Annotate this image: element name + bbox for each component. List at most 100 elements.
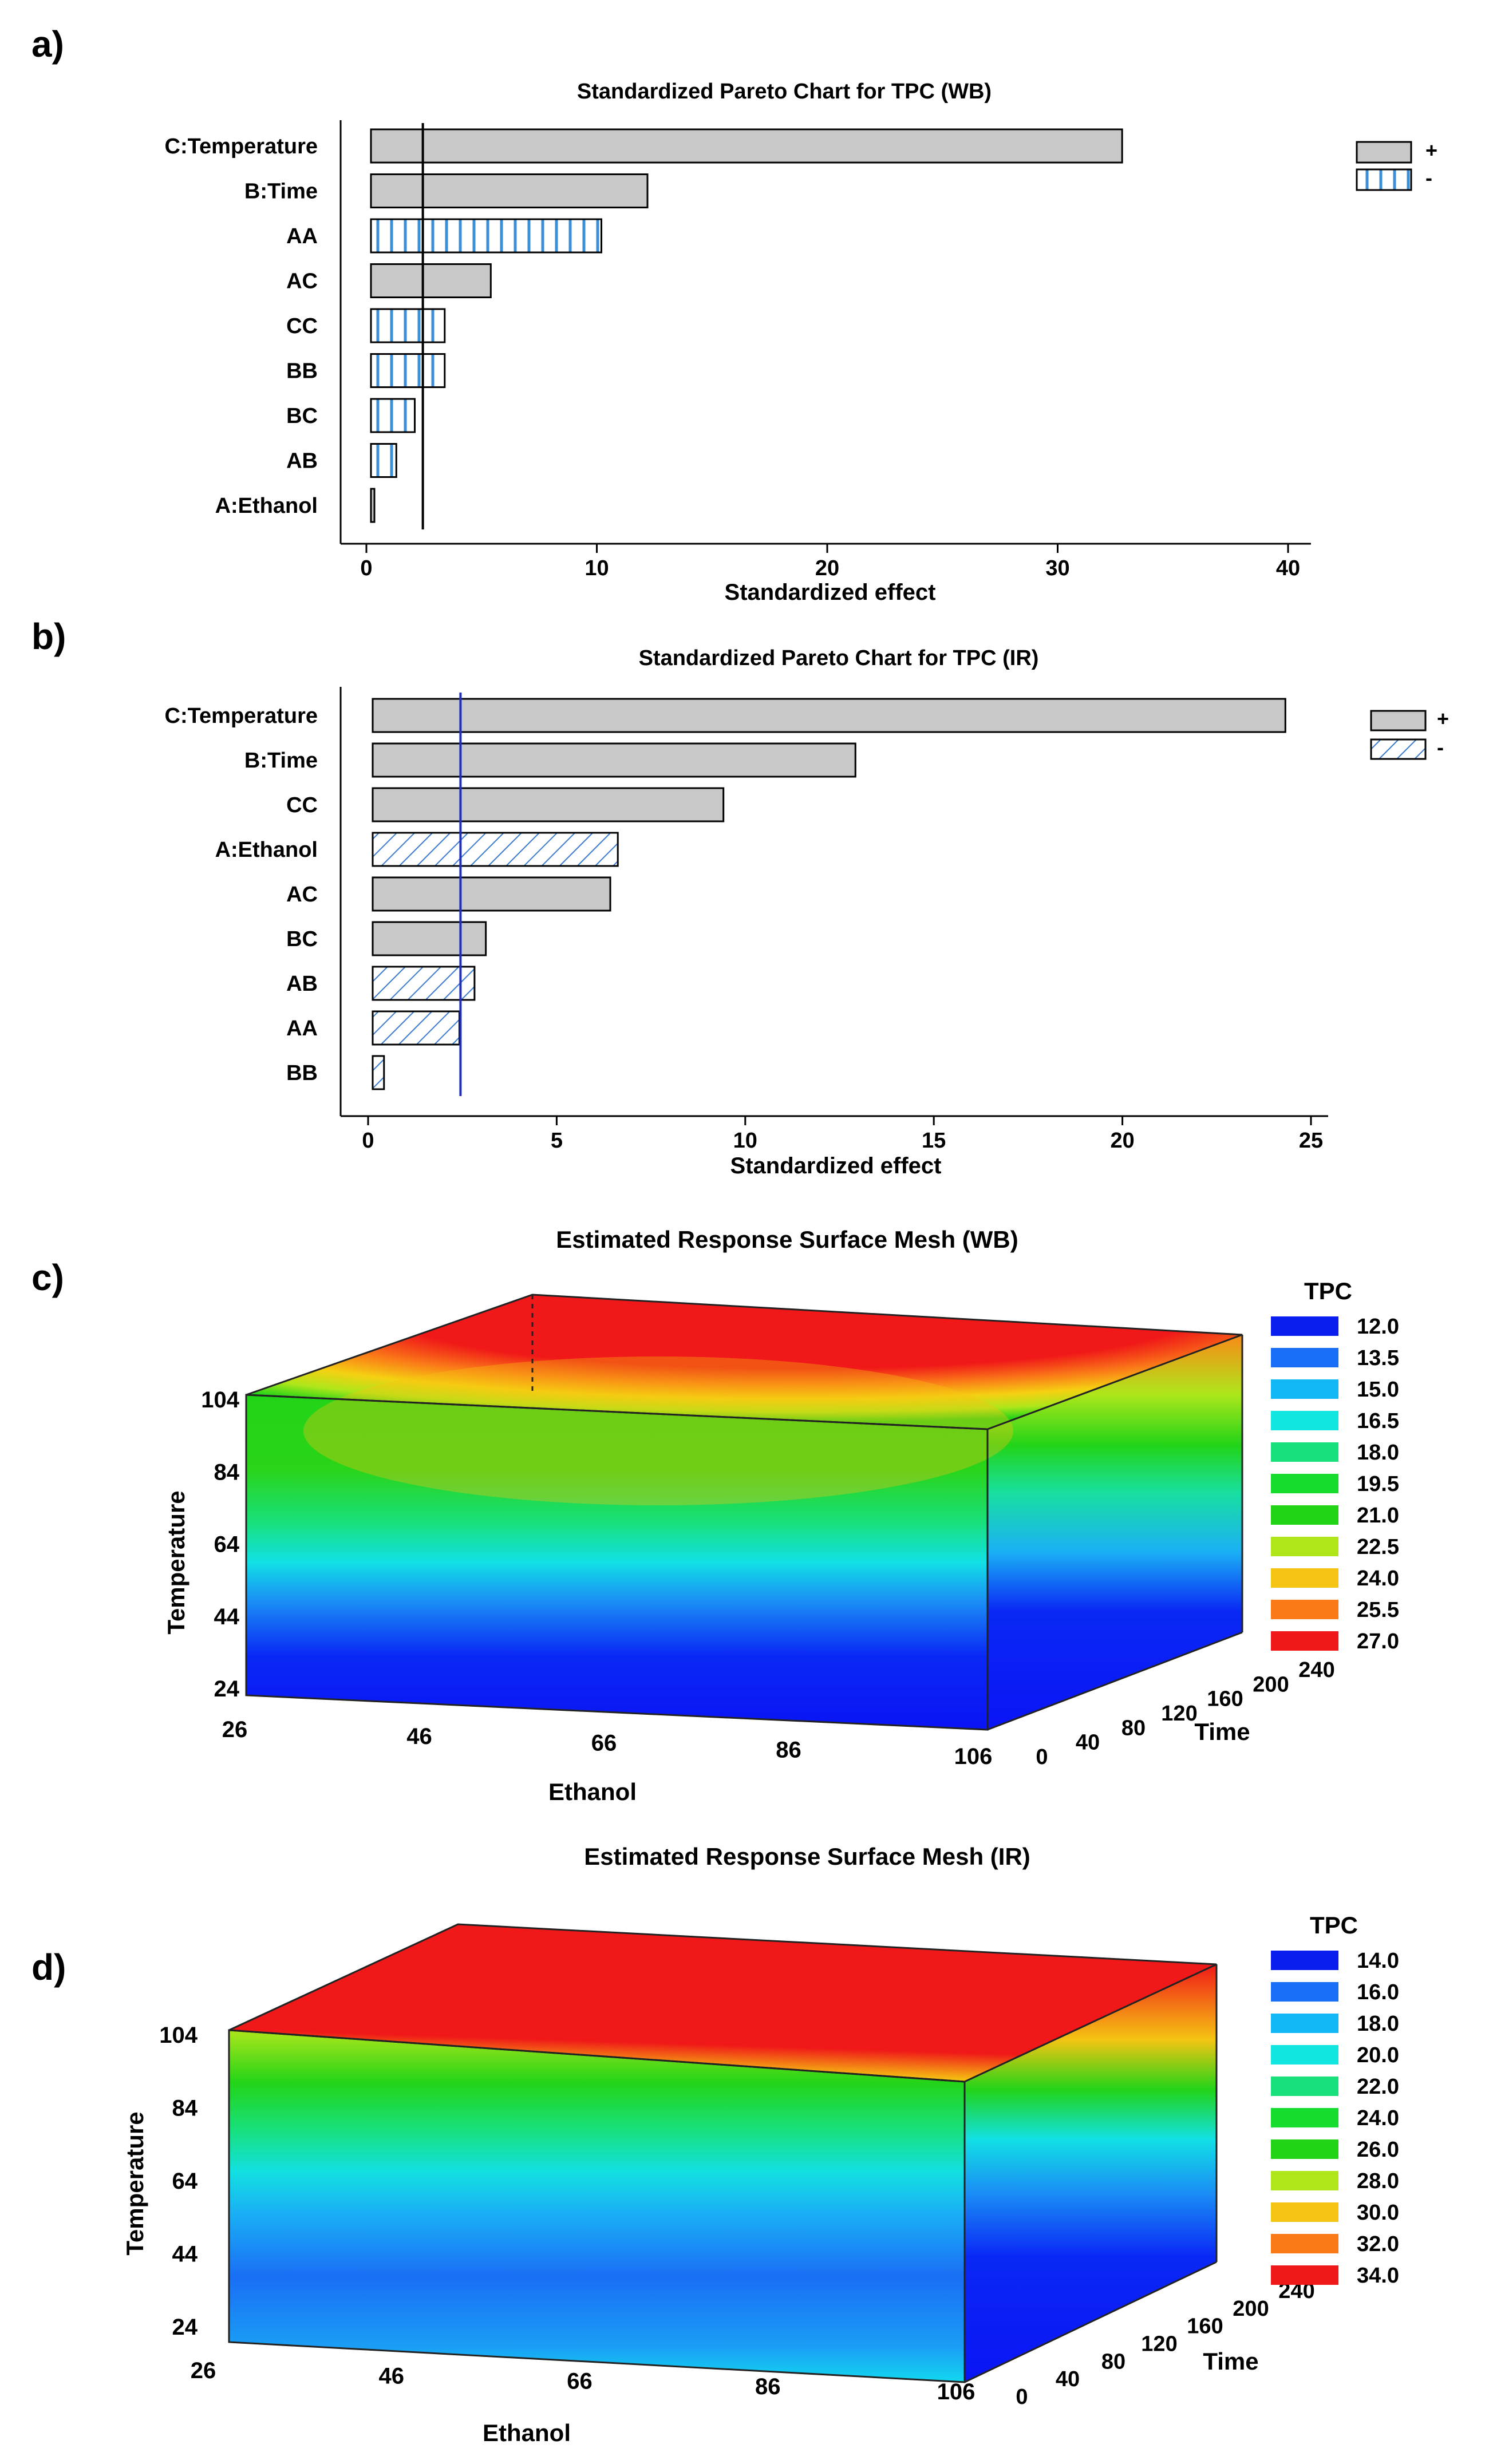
z-tick-label: 44 <box>214 1604 240 1630</box>
y-axis-label: Time <box>1203 2348 1258 2375</box>
x-tick-label: 30 <box>1045 556 1069 580</box>
panel-label-b: b) <box>31 616 66 657</box>
legend-swatch <box>1271 2045 1338 2064</box>
legend-swatch <box>1271 2234 1338 2253</box>
z-tick-label: 24 <box>172 2315 198 2340</box>
x-tick-label: 0 <box>362 1129 374 1153</box>
x-axis-ticks: 0 5 10 15 20 25 <box>362 1116 1323 1153</box>
category-label: AC <box>286 270 318 294</box>
legend-swatch <box>1271 1379 1338 1399</box>
legend: + - <box>1356 139 1437 191</box>
bars-group <box>372 698 1286 1090</box>
legend-swatch-minus <box>1370 738 1427 760</box>
color-legend: 12.0 13.5 15.0 16.5 18.0 19.5 21.0 22.5 24.0 25.5… <box>1271 1315 1399 1654</box>
z-axis-label: Temperature <box>163 1490 189 1634</box>
x-tick-label: 15 <box>922 1129 946 1153</box>
legend-swatch <box>1271 1442 1338 1462</box>
category-label: C:Temperature <box>165 704 318 728</box>
category-label: AC <box>286 883 318 907</box>
y-tick-label: 200 <box>1253 1672 1289 1696</box>
z-tick-label: 44 <box>172 2242 198 2267</box>
legend-label-plus: + <box>1425 139 1437 162</box>
legend-label: 28.0 <box>1357 2169 1399 2193</box>
y-axis-ticks: 0 40 80 120 160 200 240 <box>1036 1658 1334 1769</box>
bar-b-time <box>370 173 649 208</box>
y-tick-label: 160 <box>1187 2315 1223 2339</box>
x-tick-label: 10 <box>733 1129 757 1153</box>
legend-swatch <box>1271 1316 1338 1336</box>
bar-c-temperature <box>370 128 1123 164</box>
legend-label: 18.0 <box>1357 2012 1399 2036</box>
z-axis-ticks: 24 44 64 84 104 <box>201 1387 239 1702</box>
category-label: AB <box>286 449 318 473</box>
legend-label: 13.5 <box>1357 1346 1399 1370</box>
legend-swatch-plus <box>1356 141 1412 164</box>
surface-front-face <box>229 2030 965 2382</box>
legend-label: 16.5 <box>1357 1409 1399 1433</box>
x-tick-label: 66 <box>591 1731 617 1756</box>
x-axis-ticks: 26 46 66 86 106 <box>191 2358 975 2404</box>
legend-label: 27.0 <box>1357 1630 1399 1654</box>
z-tick-label: 104 <box>159 2023 198 2048</box>
x-axis-label: Ethanol <box>483 2419 571 2446</box>
legend-swatch <box>1271 2077 1338 2096</box>
legend-swatch <box>1271 1474 1338 1493</box>
legend-swatch <box>1271 1951 1338 1970</box>
panel-label-d: d) <box>31 1947 66 1988</box>
panel-label-c: c) <box>31 1257 64 1298</box>
legend-label: 32.0 <box>1357 2232 1399 2256</box>
y-tick-label: 200 <box>1233 2297 1269 2321</box>
legend-swatch-minus <box>1356 168 1412 191</box>
bars-group <box>370 128 1123 523</box>
bar-ab <box>372 966 476 1001</box>
legend-swatch <box>1271 2014 1338 2033</box>
bar-bc <box>370 398 416 433</box>
x-tick-label: 10 <box>584 556 609 580</box>
z-axis-ticks: 24 44 64 84 104 <box>159 2023 198 2340</box>
bar-bb <box>372 1055 385 1090</box>
y-tick-label: 40 <box>1056 2367 1080 2391</box>
category-label: AA <box>286 1017 318 1041</box>
surface-chart-wb: Estimated Response Surface Mesh (WB) 24 4… <box>163 1226 1399 1805</box>
bar-a-ethanol <box>370 488 376 523</box>
legend-swatch <box>1271 2171 1338 2190</box>
surface-right-face <box>988 1335 1242 1730</box>
legend-label: 22.0 <box>1357 2075 1399 2099</box>
y-tick-label: 0 <box>1016 2385 1028 2409</box>
y-tick-label: 120 <box>1161 1702 1197 1726</box>
category-labels: C:Temperature B:Time CC A:Ethanol AC BC AB AA BB <box>165 704 318 1085</box>
y-tick-label: 160 <box>1207 1687 1243 1711</box>
legend-swatch <box>1271 2202 1338 2222</box>
legend-label: 15.0 <box>1357 1378 1399 1402</box>
x-tick-label: 20 <box>815 556 839 580</box>
chart-title: Standardized Pareto Chart for TPC (WB) <box>577 80 992 104</box>
legend-label: 34.0 <box>1357 2264 1399 2288</box>
x-tick-label: 25 <box>1299 1129 1323 1153</box>
color-legend: 14.0 16.0 18.0 20.0 22.0 24.0 26.0 28.0 30.0 32.0… <box>1271 1949 1399 2288</box>
legend-swatch-plus <box>1370 710 1427 731</box>
legend-label: 20.0 <box>1357 2043 1399 2067</box>
bar-aa <box>372 1010 461 1046</box>
z-tick-label: 64 <box>172 2169 198 2194</box>
x-tick-label: 40 <box>1276 556 1300 580</box>
category-label: BB <box>286 1061 318 1085</box>
category-label: CC <box>286 793 318 817</box>
bar-cc <box>372 787 725 822</box>
x-tick-label: 106 <box>954 1744 993 1769</box>
y-tick-label: 40 <box>1076 1731 1100 1755</box>
legend-label: 24.0 <box>1357 1567 1399 1591</box>
legend-label: 16.0 <box>1357 1980 1399 2004</box>
legend-swatch <box>1271 1600 1338 1619</box>
category-labels: C:Temperature B:Time AA AC CC BB BC AB A:Ethanol <box>165 135 318 518</box>
x-axis-label: Standardized effect <box>730 1153 942 1178</box>
y-tick-label: 240 <box>1298 1658 1334 1682</box>
category-label: BB <box>286 359 318 383</box>
x-tick-label: 5 <box>551 1129 563 1153</box>
bar-aa <box>370 218 602 254</box>
box-wireframe <box>245 1294 1243 1731</box>
bar-ac <box>372 876 611 912</box>
x-tick-label: 0 <box>360 556 372 580</box>
surface-chart-ir: Estimated Response Surface Mesh (IR) 24 4… <box>121 1843 1399 2446</box>
bar-bb <box>370 353 446 388</box>
